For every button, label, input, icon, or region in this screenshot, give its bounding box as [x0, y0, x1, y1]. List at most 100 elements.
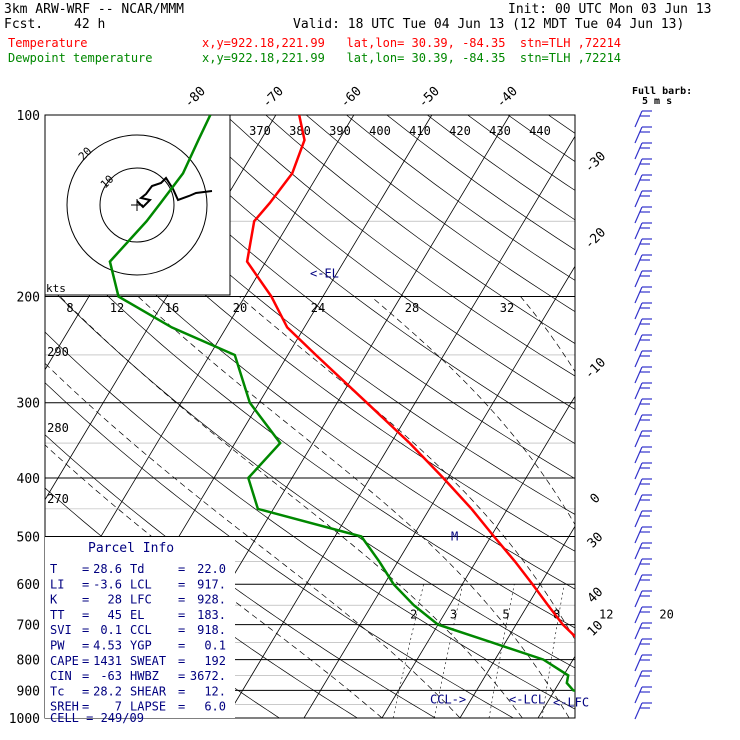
parcel-info-value: -3.6	[93, 577, 122, 591]
parcel-info-key: K	[50, 593, 58, 607]
isotherm-line	[303, 265, 575, 718]
parcel-info-key: SREH	[50, 700, 79, 714]
dewpoint-line	[108, 115, 575, 692]
parcel-info-value: 45	[108, 608, 122, 622]
dry-adiabat-line	[386, 115, 575, 251]
hodograph-ring	[66, 134, 208, 276]
parcel-info-key: YGP	[130, 639, 152, 653]
wind-barb-staff	[634, 574, 643, 592]
parcel-info-panel	[45, 537, 235, 718]
isotherm-line	[381, 395, 575, 718]
parcel-info-key: LAPSE	[130, 700, 166, 714]
parcel-info-value: 28.2	[93, 684, 122, 698]
parcel-info-eq: =	[178, 700, 185, 714]
mixing-ratio-line	[653, 584, 669, 718]
forecast-value: 42 h	[74, 17, 106, 32]
plot-frame	[44, 114, 576, 719]
wind-barb-staff	[634, 542, 643, 560]
parcel-info-key: LCL	[130, 577, 152, 591]
parcel-info-eq: =	[178, 593, 185, 607]
hodograph-x-tick-label: 8	[66, 301, 73, 315]
isotherm-line	[694, 115, 740, 718]
parcel-info-key: SHEAR	[130, 684, 167, 698]
parcel-info-key: SWEAT	[130, 654, 166, 668]
theta-label: 430	[489, 124, 511, 138]
isotherm-label-right: -30	[582, 149, 609, 176]
dry-adiabat-line	[346, 115, 575, 281]
parcel-info-value: 28.6	[93, 562, 122, 576]
wind-barb-staff	[634, 270, 643, 288]
parcel-info-value: 183.	[197, 608, 226, 622]
theta-label-left: 290	[47, 345, 69, 359]
wind-barb-staff	[634, 606, 643, 624]
theta-label-left: 270	[47, 492, 69, 506]
parcel-info-value: 928.	[197, 593, 226, 607]
parcel-info-key: PW	[50, 639, 65, 653]
parcel-info-eq: =	[178, 577, 185, 591]
isotherm-label-top: -80	[182, 84, 209, 111]
parcel-info-value: 28	[108, 593, 122, 607]
wind-barb-staff	[634, 494, 643, 512]
isotherm-label-right: 30	[585, 530, 607, 552]
wind-barb-staff	[634, 190, 643, 208]
wind-barb-staff	[634, 110, 643, 128]
wind-barb-staff	[634, 318, 643, 336]
parcel-info-eq: =	[82, 577, 89, 591]
theta-label: 420	[449, 124, 471, 138]
wind-barb-staff	[634, 558, 643, 576]
isotherm-label-top: -40	[494, 84, 521, 111]
dry-adiabat-line	[305, 115, 575, 313]
parcel-info-key: Td	[130, 562, 144, 576]
wind-barb-staff	[634, 622, 643, 640]
hodograph-ring	[99, 167, 175, 243]
level-marker-label: <-LFC	[553, 695, 589, 709]
parcel-info-value: 918.	[197, 623, 226, 637]
wind-barb-staff	[634, 462, 643, 480]
parcel-info-cell: CELL = 249/09	[50, 711, 144, 725]
parcel-info-value: 12.	[204, 684, 226, 698]
dry-adiabat-line	[45, 382, 514, 718]
mixing-ratio-label: 5	[502, 608, 509, 622]
level-marker-label: M	[451, 529, 458, 543]
pressure-tick-label: 400	[17, 472, 40, 487]
parcel-info-eq: =	[178, 654, 185, 668]
parcel-info-value: 0.1	[100, 623, 122, 637]
isotherm-line	[459, 525, 575, 718]
moist-adiabat-line	[239, 296, 575, 641]
wind-barb-staff	[634, 414, 643, 432]
dry-adiabat-line	[104, 115, 575, 479]
wind-barb-staff	[634, 238, 643, 256]
model-title: 3km ARW-WRF -- NCAR/MMM	[4, 2, 185, 17]
parcel-info-key: CAPE	[50, 654, 79, 668]
hodograph-x-tick-label: 32	[500, 301, 514, 315]
mixing-ratio-label: 3	[450, 608, 457, 622]
wind-barb-staff	[634, 350, 643, 368]
parcel-info-value: 4.53	[93, 639, 122, 653]
wind-barb-legend-line2: 5 m s	[642, 96, 672, 107]
dewpoint-location: x,y=922.18,221.99 lat,lon= 30.39, -84.35…	[202, 51, 622, 65]
wind-barb-staff	[634, 398, 643, 416]
mixing-ratio-line	[392, 584, 424, 718]
dewpoint-legend: Dewpoint temperature	[8, 51, 153, 65]
isotherm-label-top: -70	[260, 84, 287, 111]
parcel-info-value: 7	[115, 700, 122, 714]
parcel-info-key: EL	[130, 608, 144, 622]
hodograph-unit-label: kts	[46, 282, 66, 295]
wind-barb-staff	[634, 446, 643, 464]
parcel-info-value: 22.0	[197, 562, 226, 576]
parcel-info-key: LI	[50, 577, 64, 591]
wind-barb-staff	[634, 302, 643, 320]
parcel-info-value: -63	[100, 669, 122, 683]
dry-adiabat-line	[507, 115, 575, 163]
isotherm-line	[225, 135, 575, 718]
dry-adiabat-line	[184, 115, 575, 410]
wind-barb-staff	[634, 382, 643, 400]
mixing-ratio-label: 20	[659, 608, 673, 622]
wind-barb-staff	[634, 222, 643, 240]
hodograph-trace	[136, 176, 213, 209]
parcel-info-key: TT	[50, 608, 64, 622]
parcel-info-value: 3672.	[190, 669, 226, 683]
theta-label-left: 280	[47, 421, 69, 435]
parcel-info-key: Tc	[50, 684, 64, 698]
